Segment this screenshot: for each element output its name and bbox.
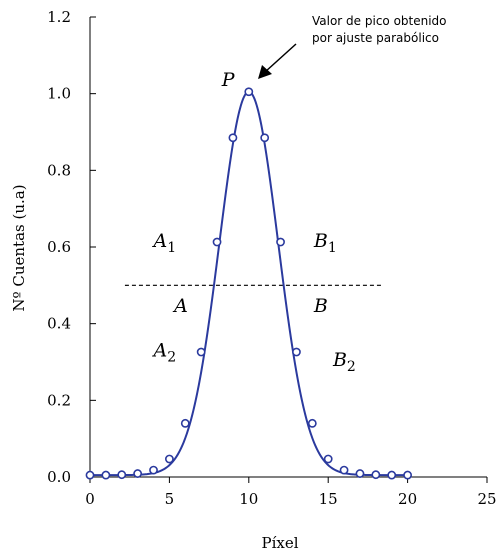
axes [89, 17, 487, 478]
data-point [180, 418, 190, 428]
axis-ticks: 0 5 10 15 20 25 0.0 0.2 0.4 0.6 0.8 1.0 1.2 [47, 8, 496, 508]
data-point [260, 133, 270, 143]
y-tick-label: 0.6 [47, 238, 71, 256]
point-label: A2 [152, 339, 177, 365]
data-point [403, 470, 412, 480]
y-tick-label: 0.4 [47, 315, 71, 333]
y-tick-label: 1.2 [47, 8, 71, 26]
point-label-subscript: 1 [328, 240, 337, 256]
data-point [164, 454, 174, 464]
x-axis-title: Píxel [261, 534, 298, 552]
point-label-main: P [221, 69, 236, 91]
point-label-subscript: 1 [167, 240, 176, 256]
fit-curve [90, 90, 408, 477]
y-axis-title: Nº Cuentas (u.a) [10, 184, 28, 311]
data-point [387, 470, 397, 480]
point-label-main: B [313, 295, 328, 317]
data-point [244, 87, 254, 97]
x-tick-label: 5 [165, 490, 175, 508]
data-points [85, 87, 412, 480]
data-point [228, 133, 238, 143]
data-point [196, 347, 206, 357]
data-point [85, 470, 95, 480]
peak-arrow-shaft [264, 43, 297, 73]
data-point [371, 470, 381, 480]
x-tick-label: 0 [85, 490, 95, 508]
peak-note-line: por ajuste parabólico [312, 31, 439, 45]
peak-note-line: Valor de pico obtenido [312, 14, 447, 28]
fit-curve-group [90, 90, 408, 477]
point-labels: PA1 B1A BA2 B2 [152, 69, 356, 375]
y-tick-label: 0.0 [47, 468, 71, 486]
data-point [323, 454, 333, 464]
point-label-main: A [172, 295, 188, 317]
data-point [339, 465, 349, 475]
y-tick-label: 0.8 [47, 161, 71, 179]
data-point [276, 237, 285, 247]
data-point [307, 418, 317, 428]
point-label: B1 [313, 230, 337, 256]
x-tick-label: 10 [239, 490, 258, 508]
point-label-main: B [313, 230, 328, 252]
peak-arrow-head [258, 65, 272, 79]
point-label: A1 [152, 230, 177, 256]
peak-annotation: Valor de pico obtenido por ajuste paraból… [258, 14, 447, 79]
point-label: P [221, 69, 236, 91]
point-label: B2 [332, 349, 356, 375]
data-point [149, 465, 158, 475]
y-tick-label: 0.2 [47, 391, 71, 409]
x-tick-label: 25 [477, 490, 496, 508]
data-point [292, 347, 301, 357]
point-label-main: A [152, 230, 168, 252]
point-label-main: B [332, 349, 347, 371]
data-point [355, 469, 365, 478]
data-point [101, 470, 111, 480]
point-label: B [313, 295, 328, 317]
point-label-subscript: 2 [347, 359, 356, 375]
data-point [117, 470, 127, 480]
x-tick-label: 15 [319, 490, 338, 508]
data-point [212, 237, 222, 247]
point-label-main: A [152, 339, 168, 361]
point-label-subscript: 2 [167, 349, 176, 365]
data-point [133, 469, 143, 478]
x-tick-label: 20 [398, 490, 417, 508]
y-tick-label: 1.0 [47, 85, 71, 103]
point-label: A [172, 295, 188, 317]
